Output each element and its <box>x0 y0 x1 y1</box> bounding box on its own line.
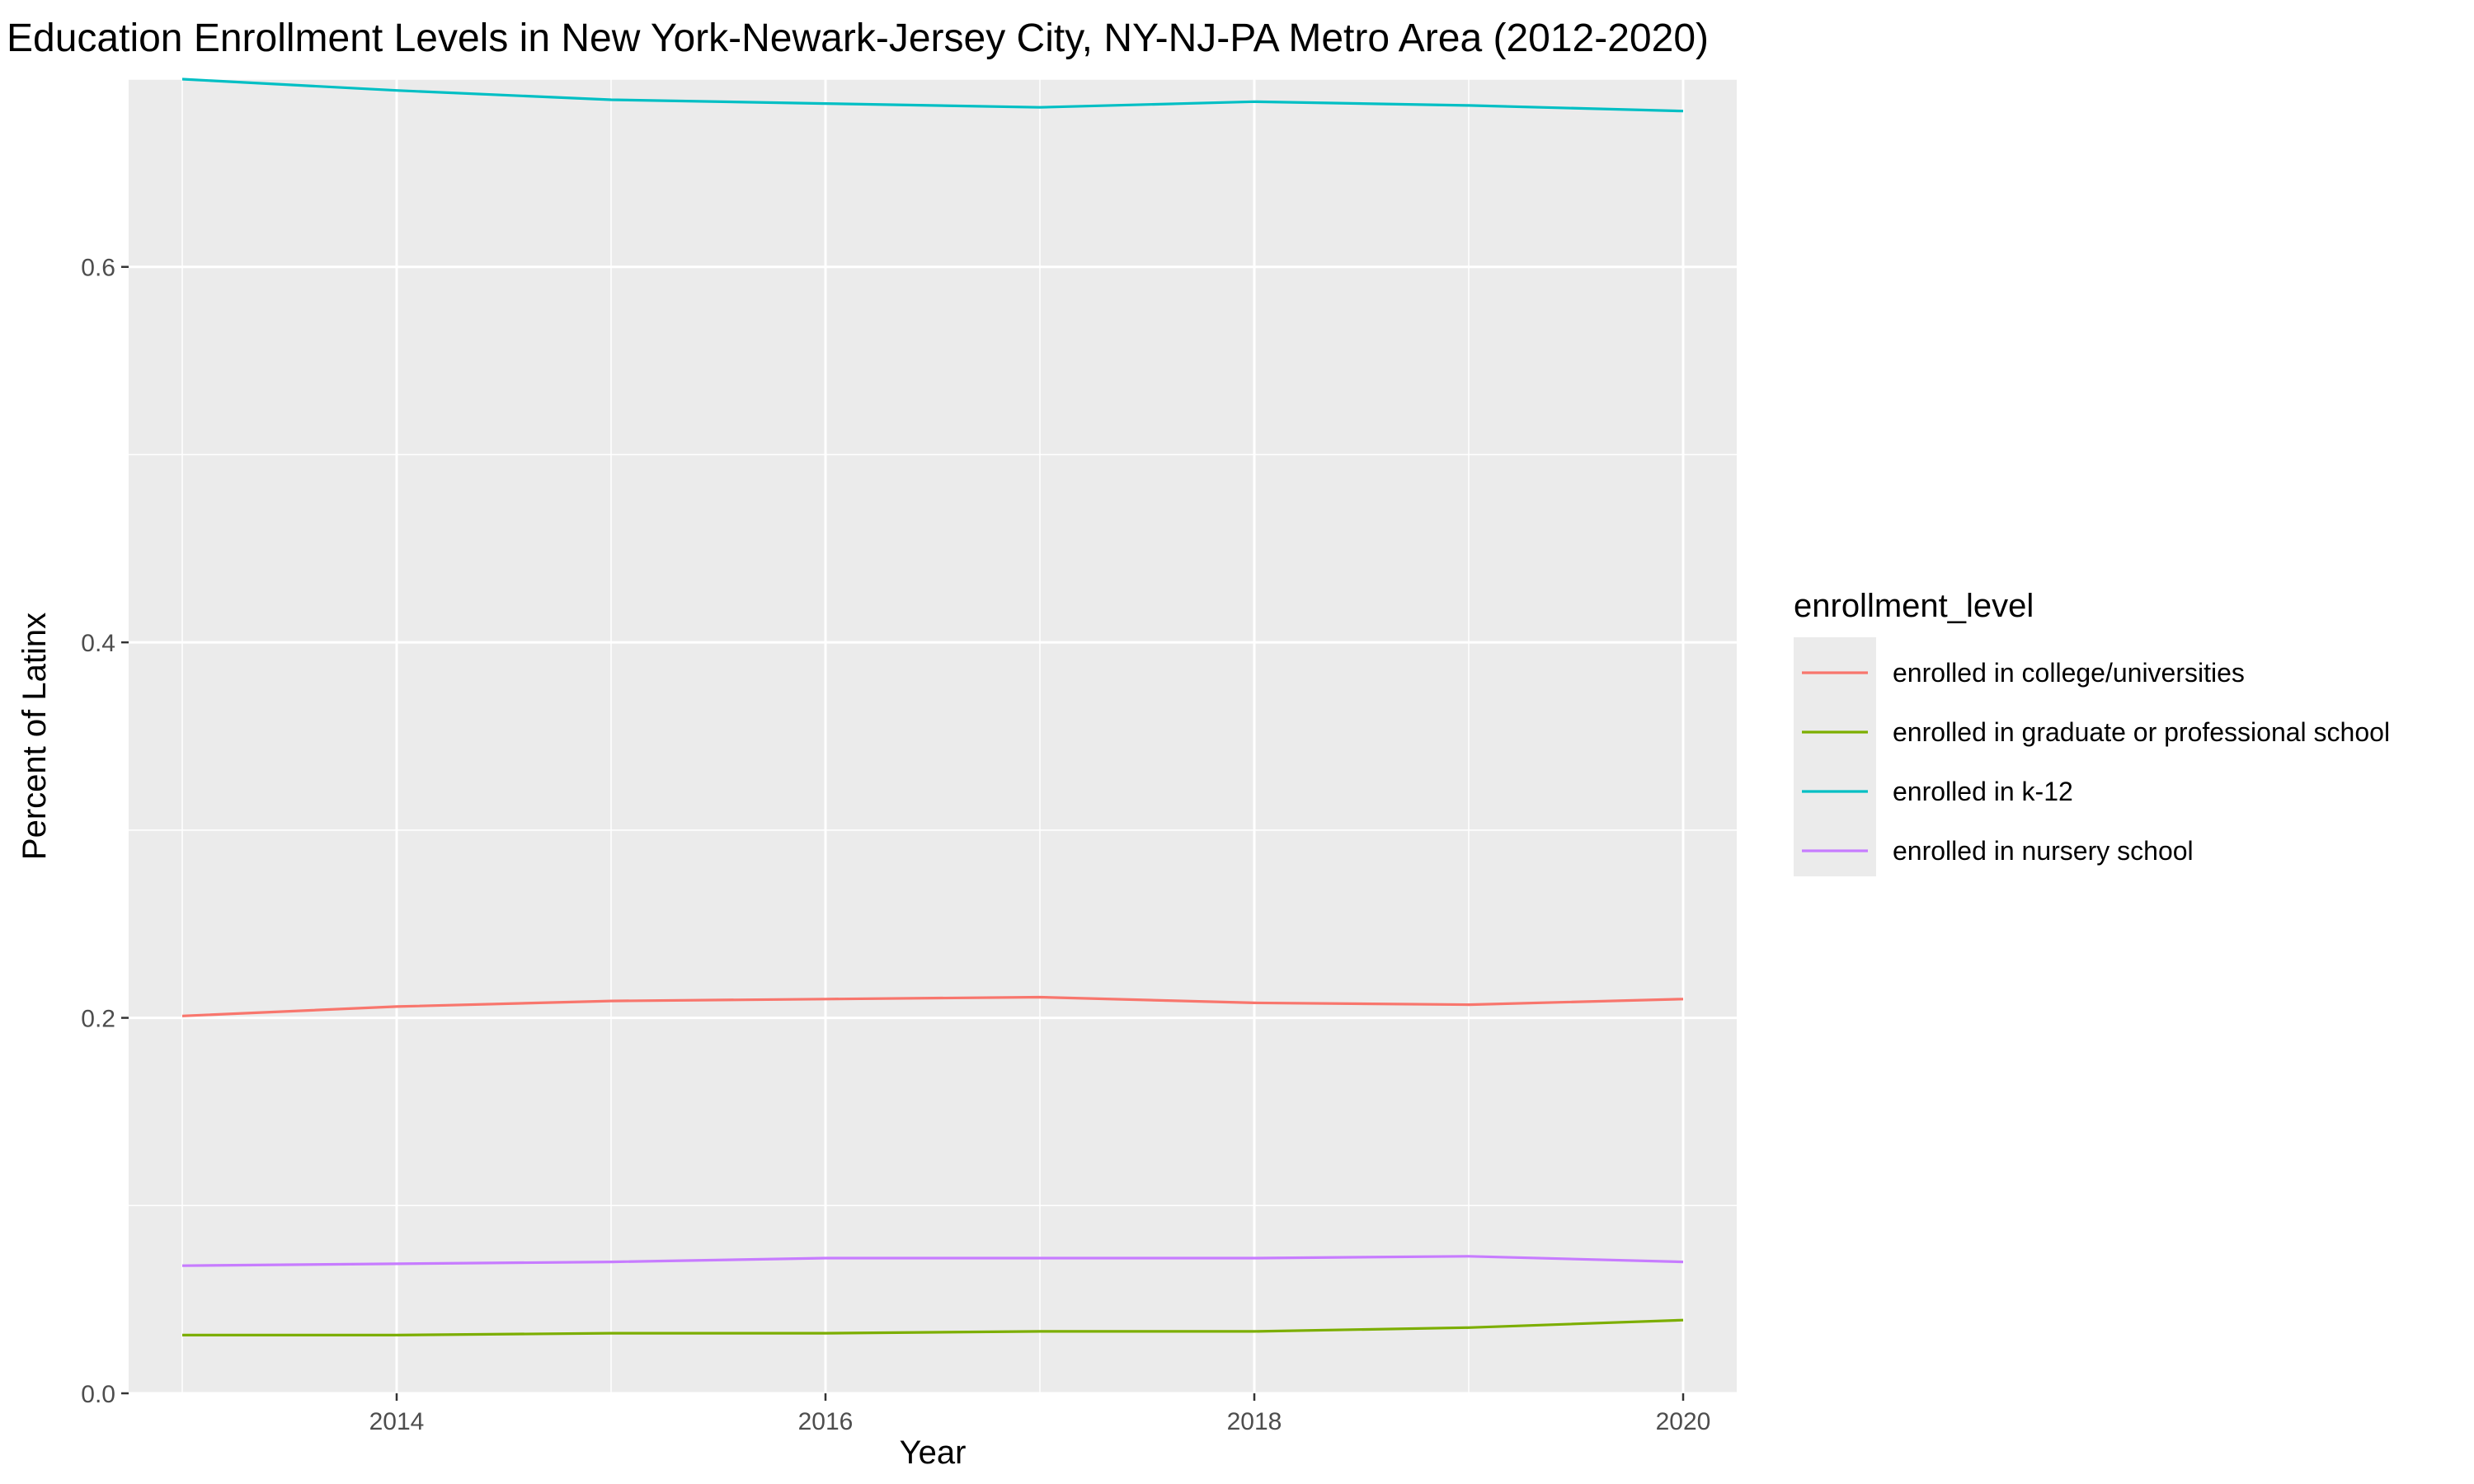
x-tick-label: 2020 <box>1656 1408 1711 1435</box>
y-tick-label: 0.4 <box>81 630 115 657</box>
y-tick-label: 0.2 <box>81 1006 115 1033</box>
series-line-4 <box>181 1255 1684 1267</box>
y-tick-label: 0.6 <box>81 255 115 282</box>
x-tick-label: 2018 <box>1227 1408 1282 1435</box>
legend-label: enrolled in college/universities <box>1893 658 2245 688</box>
x-axis-title: Year <box>900 1435 967 1471</box>
series-line-1 <box>181 995 1684 1017</box>
legend-title: enrollment_level <box>1794 588 2034 624</box>
major-gridlines <box>129 79 1737 1395</box>
legend-label: enrolled in graduate or professional sch… <box>1893 717 2390 747</box>
y-axis-title: Percent of Latinx <box>16 613 53 860</box>
plot-panel <box>129 79 1737 1393</box>
series-line-2 <box>182 1318 1684 1337</box>
tick-labels: 2014 2016 2018 2020 0.0 0.2 0.4 0.6 <box>81 255 1710 1435</box>
y-tick-label: 0.0 <box>81 1381 115 1408</box>
series-line-3 <box>181 77 1684 113</box>
legend-label: enrolled in nursery school <box>1893 836 2194 866</box>
x-tick-label: 2014 <box>369 1408 425 1435</box>
legend-items: enrolled in college/universities enrolled… <box>1802 658 2390 866</box>
legend-key-background <box>1794 637 1876 876</box>
legend-label: enrolled in k-12 <box>1893 777 2073 806</box>
axis-ticks <box>121 265 1685 1401</box>
chart-title: Education Enrollment Levels in New York-… <box>7 16 1709 60</box>
x-tick-label: 2016 <box>798 1408 854 1435</box>
legend: enrollment_level enrolled in college/uni… <box>1794 588 2390 876</box>
series-lines <box>181 77 1684 1337</box>
